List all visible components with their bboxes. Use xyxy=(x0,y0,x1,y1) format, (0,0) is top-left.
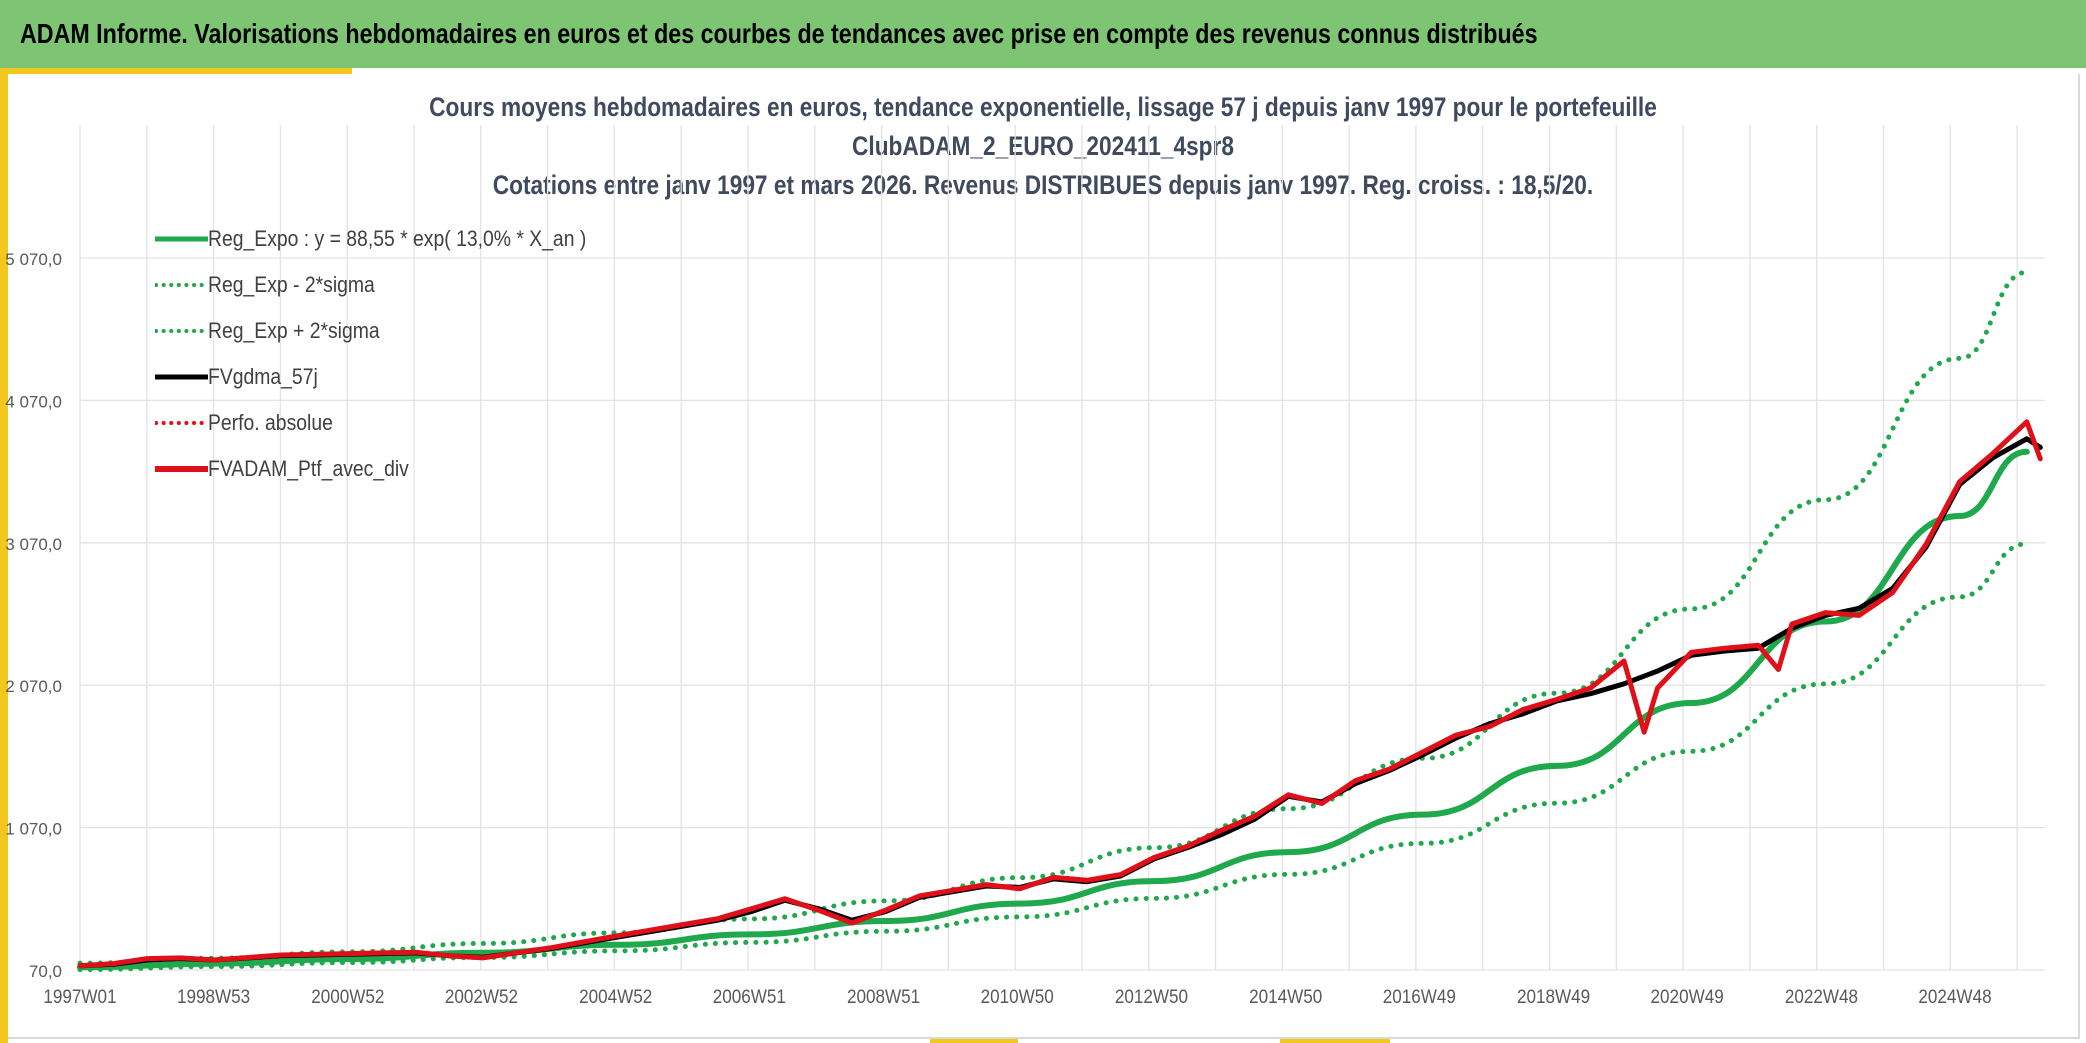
legend-label: FVgdma_57j xyxy=(208,364,318,389)
chart-title-line-1: Cours moyens hebdomadaires en euros, ten… xyxy=(429,92,1657,122)
chart-title: Cours moyens hebdomadaires en euros, ten… xyxy=(0,88,2086,205)
legend-swatch-solid-green xyxy=(155,236,208,242)
legend-item: Reg_Expo : y = 88,55 * exp( 13,0% * X_an… xyxy=(155,216,638,262)
x-tick-label: 2000W52 xyxy=(311,986,384,1007)
x-tick-label: 2014W50 xyxy=(1249,986,1322,1007)
chart-series xyxy=(77,269,2043,973)
y-tick-label: 4 070,0 xyxy=(5,392,62,411)
series-line-2 xyxy=(77,269,2030,966)
x-tick-label: 1997W01 xyxy=(43,986,116,1007)
legend-label: Perfo. absolue xyxy=(208,410,333,435)
x-tick-label: 1998W53 xyxy=(177,986,250,1007)
legend-item: Reg_Exp + 2*sigma xyxy=(155,308,638,354)
legend-item: FVgdma_57j xyxy=(155,354,638,400)
series-line-3 xyxy=(77,436,2043,969)
legend-label: Reg_Exp + 2*sigma xyxy=(208,318,380,343)
series-line-1 xyxy=(77,541,2030,973)
chart-legend: Reg_Expo : y = 88,55 * exp( 13,0% * X_an… xyxy=(155,216,638,492)
x-tick-label: 2010W50 xyxy=(981,986,1054,1007)
x-tick-label: 2006W51 xyxy=(713,986,786,1007)
x-tick-label: 2016W49 xyxy=(1383,986,1456,1007)
header-banner: ADAM Informe. Valorisations hebdomadaire… xyxy=(0,0,2086,68)
legend-item: FVADAM_Ptf_avec_div xyxy=(155,446,638,492)
y-tick-label: 70,0 xyxy=(29,962,62,981)
x-tick-label: 2008W51 xyxy=(847,986,920,1007)
y-tick-label: 5 070,0 xyxy=(5,250,62,269)
legend-swatch-solid-black xyxy=(155,374,208,380)
x-tick-label: 2012W50 xyxy=(1115,986,1188,1007)
x-tick-label: 2004W52 xyxy=(579,986,652,1007)
x-tick-label: 2024W48 xyxy=(1918,986,1991,1007)
series-line-4 xyxy=(77,419,2043,969)
x-tick-label: 2020W49 xyxy=(1651,986,1724,1007)
y-axis-ticks: 70,0 1 070,0 2 070,0 3 070,0 4 070,0 5 070,0 xyxy=(5,250,62,981)
x-tick-label: 2002W52 xyxy=(445,986,518,1007)
legend-item: Reg_Exp - 2*sigma xyxy=(155,262,638,308)
x-axis-ticks: 1997W01 1998W53 2000W52 2002W52 2004W52 2006W… xyxy=(43,986,1991,1007)
chart-title-line-3: Cotations entre janv 1997 et mars 2026. … xyxy=(492,170,1594,200)
chart-title-line-2: ClubADAM_2_EURO_202411_4spr8 xyxy=(852,131,1234,161)
legend-swatch-dotted-green xyxy=(155,283,208,287)
legend-label: Reg_Expo : y = 88,55 * exp( 13,0% * X_an… xyxy=(208,226,587,251)
legend-swatch-solid-red xyxy=(155,466,208,472)
legend-label: Reg_Exp - 2*sigma xyxy=(208,272,375,297)
y-tick-label: 2 070,0 xyxy=(5,677,62,696)
page-title: ADAM Informe. Valorisations hebdomadaire… xyxy=(20,18,1538,49)
y-tick-label: 1 070,0 xyxy=(5,820,62,839)
accent-bar-bottom xyxy=(930,1039,1018,1043)
chart-frame xyxy=(8,74,2080,1039)
accent-bar-top xyxy=(8,68,352,74)
series-line-0 xyxy=(77,448,2030,971)
x-tick-label: 2018W49 xyxy=(1517,986,1590,1007)
legend-swatch-dotted-red xyxy=(155,421,208,425)
accent-bar-bottom xyxy=(1280,1039,1390,1043)
legend-swatch-dotted-green xyxy=(155,329,208,333)
y-tick-label: 3 070,0 xyxy=(5,535,62,554)
legend-item: Perfo. absolue xyxy=(155,400,638,446)
chart-grid xyxy=(79,125,2045,971)
legend-label: FVADAM_Ptf_avec_div xyxy=(208,456,409,481)
accent-bar-left xyxy=(0,68,8,1043)
x-tick-label: 2022W48 xyxy=(1785,986,1858,1007)
